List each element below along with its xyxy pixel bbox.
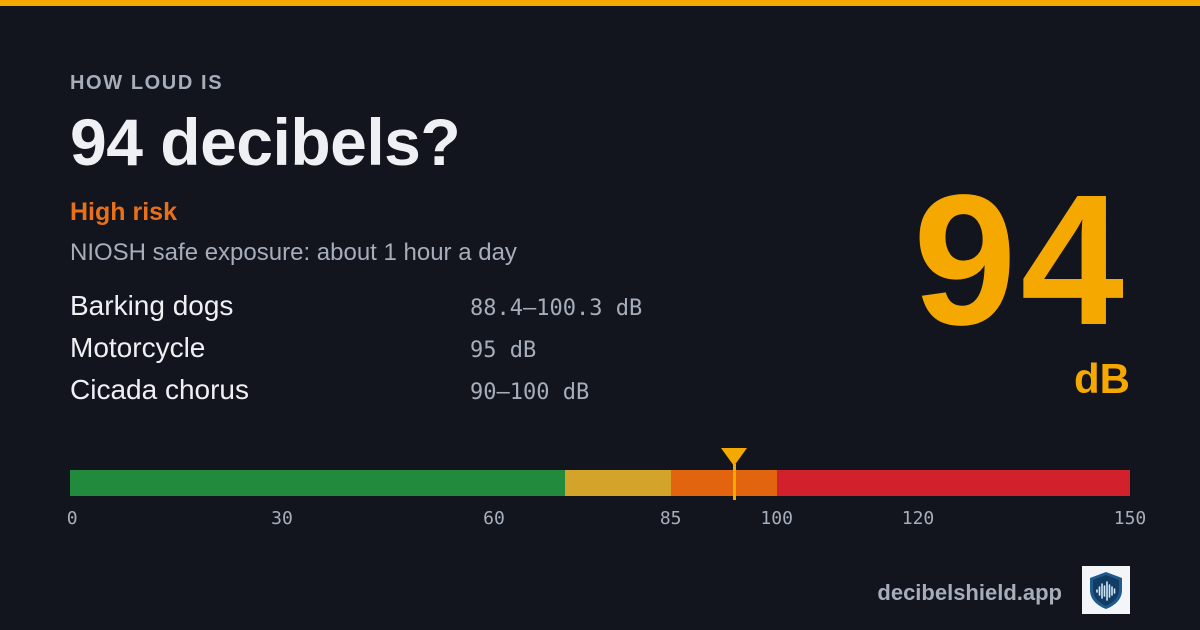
- scale-segment: [670, 470, 777, 496]
- page-title: 94 decibels?: [70, 105, 461, 179]
- scale-tick-label: 150: [1113, 508, 1147, 529]
- scale-segment: [776, 470, 1130, 496]
- scale-marker-triangle: [721, 448, 748, 466]
- accent-top-bar: [0, 0, 1200, 6]
- decibel-scale: 0 30 60 85 100 120 150: [66, 446, 1146, 536]
- decibel-reading-value: 94: [913, 157, 1128, 364]
- scale-tick-label: 100: [760, 508, 793, 529]
- eyebrow-label: HOW LOUD IS: [70, 72, 224, 94]
- decibel-reading-unit: dB: [1074, 355, 1130, 402]
- shield-soundwave-icon: [1082, 566, 1130, 614]
- scale-tick-label: 85: [659, 508, 682, 529]
- example-range: 88.4–100.3 dB: [470, 296, 643, 321]
- example-row: Barking dogs 88.4–100.3 dB: [70, 290, 690, 332]
- scale-marker-line: [732, 464, 736, 500]
- scale-tick-label: 60: [483, 508, 505, 529]
- example-name: Barking dogs: [70, 290, 234, 321]
- scale-tick-label: 30: [271, 508, 293, 529]
- scale-segment: [70, 470, 565, 496]
- scale-bar: [70, 470, 1130, 496]
- scale-segment: [564, 470, 671, 496]
- scale-tick-label: 120: [901, 508, 935, 529]
- scale-tick-label: 0: [66, 508, 78, 529]
- exposure-note: NIOSH safe exposure: about 1 hour a day: [70, 239, 517, 266]
- risk-level-label: High risk: [70, 198, 177, 226]
- example-row: Motorcycle 95 dB: [70, 332, 690, 374]
- example-range: 90–100 dB: [470, 380, 590, 405]
- brand-name: decibelshield.app: [877, 580, 1062, 605]
- examples-list: Barking dogs 88.4–100.3 dB Motorcycle 95…: [70, 290, 690, 416]
- example-row: Cicada chorus 90–100 dB: [70, 374, 690, 416]
- example-name: Motorcycle: [70, 332, 206, 363]
- example-name: Cicada chorus: [70, 374, 249, 405]
- example-range: 95 dB: [470, 338, 537, 363]
